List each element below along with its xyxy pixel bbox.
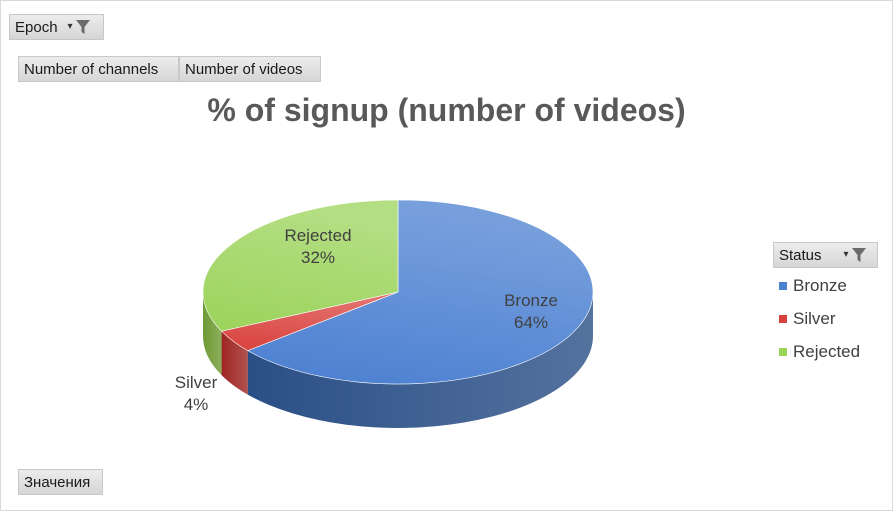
epoch-filter-dropdown[interactable]: ▾	[68, 19, 91, 35]
legend-swatch	[779, 315, 787, 323]
legend-item-silver[interactable]: Silver	[779, 309, 836, 329]
dropdown-arrow-icon: ▾	[67, 21, 73, 32]
tab-number-of-videos[interactable]: Number of videos	[179, 56, 321, 82]
data-label-value: 64%	[514, 313, 548, 332]
pie-top	[202, 199, 594, 385]
data-label-value: 32%	[301, 248, 335, 267]
tab-number-of-channels[interactable]: Number of channels	[18, 56, 179, 82]
status-filter-dropdown[interactable]: ▾	[844, 247, 867, 263]
data-label-name: Bronze	[504, 291, 558, 310]
values-label: Значения	[24, 473, 91, 491]
legend-swatch	[779, 282, 787, 290]
data-label-name: Silver	[175, 373, 218, 392]
legend-item-bronze[interactable]: Bronze	[779, 276, 847, 296]
legend-item-rejected[interactable]: Rejected	[779, 342, 860, 362]
legend-swatch	[779, 348, 787, 356]
legend: Status ▾ Bronze Silver Rejected	[773, 242, 878, 361]
legend-label: Bronze	[793, 276, 847, 295]
dropdown-arrow-icon: ▾	[843, 249, 849, 260]
filter-icon	[851, 248, 866, 262]
epoch-filter-button[interactable]: Epoch ▾	[9, 14, 104, 40]
legend-label: Rejected	[793, 342, 861, 361]
pie-slice-rejected	[202, 199, 399, 332]
values-button[interactable]: Значения	[18, 469, 103, 495]
tab-label: Number of channels	[24, 60, 159, 78]
data-label-name: Rejected	[284, 226, 351, 245]
data-label-value: 4%	[184, 395, 209, 414]
status-filter-button[interactable]: Status ▾	[773, 242, 878, 268]
pie-slice-bronze	[247, 199, 594, 385]
legend-label: Silver	[793, 309, 836, 328]
tab-label: Number of videos	[185, 60, 303, 78]
legend-header-label: Status	[779, 246, 822, 264]
epoch-filter-label: Epoch	[15, 18, 58, 36]
pie-side-bronze	[247, 292, 593, 428]
chart-title: % of signup (number of videos)	[207, 92, 686, 128]
filter-icon	[75, 20, 90, 34]
